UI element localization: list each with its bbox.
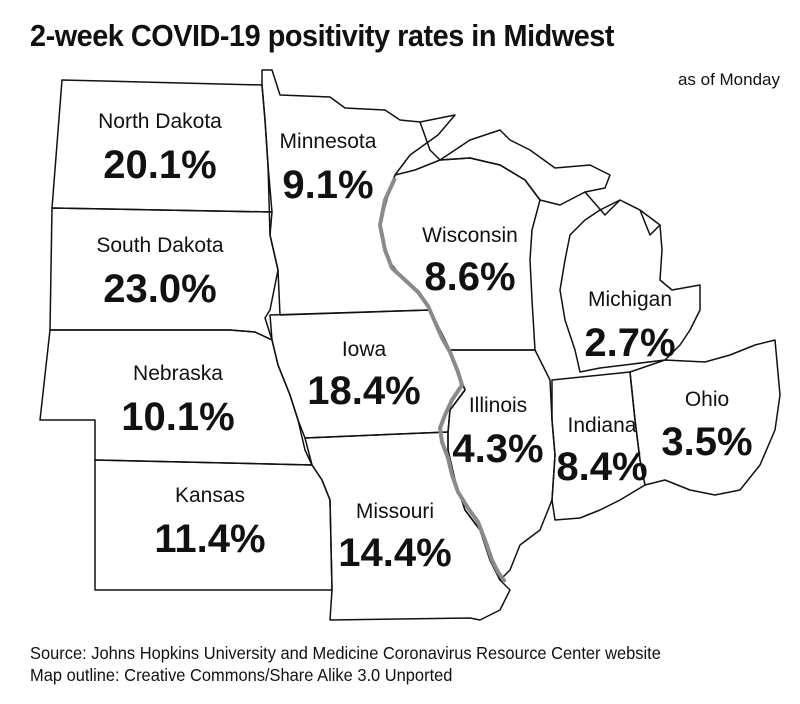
state-name: Wisconsin	[422, 224, 518, 247]
state-name: South Dakota	[96, 234, 224, 257]
state-label-michigan: Michigan 2.7%	[584, 288, 675, 365]
state-name: North Dakota	[98, 110, 222, 133]
state-label-minnesota: Minnesota 9.1%	[280, 130, 377, 207]
state-name: Missouri	[356, 500, 434, 523]
state-name: Michigan	[588, 288, 672, 311]
map-title: 2-week COVID-19 positivity rates in Midw…	[30, 18, 615, 53]
state-rate: 18.4%	[307, 369, 420, 413]
state-label-illinois: Illinois 4.3%	[452, 394, 543, 471]
state-label-kansas: Kansas 11.4%	[154, 484, 265, 561]
state-rate: 11.4%	[154, 517, 265, 561]
state-label-ohio: Ohio 3.5%	[661, 388, 752, 464]
state-rate: 8.4%	[556, 445, 647, 489]
state-rate: 23.0%	[103, 267, 216, 311]
source-note: Source: Johns Hopkins University and Med…	[30, 642, 661, 686]
state-name: Kansas	[175, 484, 245, 507]
state-label-wisconsin: Wisconsin 8.6%	[422, 224, 518, 299]
state-shape-lake-detail	[419, 121, 661, 236]
state-label-north-dakota: North Dakota 20.1%	[98, 110, 222, 187]
state-rate: 9.1%	[282, 163, 373, 207]
state-rate: 2.7%	[584, 321, 675, 365]
state-name: Indiana	[568, 414, 637, 437]
state-name: Nebraska	[133, 362, 223, 385]
source-line: Source: Johns Hopkins University and Med…	[30, 643, 661, 663]
map-credit-line: Map outline: Creative Commons/Share Alik…	[30, 665, 453, 685]
state-label-nebraska: Nebraska 10.1%	[121, 362, 234, 439]
state-rate: 20.1%	[103, 143, 216, 187]
state-shape-wisconsin	[379, 157, 541, 351]
state-label-indiana: Indiana 8.4%	[556, 414, 647, 489]
state-rate: 4.3%	[452, 427, 543, 471]
state-rate: 10.1%	[121, 395, 234, 439]
state-name: Illinois	[469, 394, 527, 417]
state-name: Ohio	[685, 388, 729, 411]
state-label-iowa: Iowa 18.4%	[307, 338, 420, 413]
state-label-south-dakota: South Dakota 23.0%	[96, 234, 224, 311]
mississippi-river	[378, 177, 507, 584]
state-shape-michigan-upper	[439, 129, 611, 206]
state-rate: 8.6%	[424, 255, 515, 299]
state-name: Minnesota	[280, 130, 377, 153]
state-rate: 14.4%	[338, 531, 451, 575]
state-name: Iowa	[342, 338, 387, 361]
state-shape-michigan-lower	[559, 199, 701, 373]
as-of-label: as of Monday	[677, 70, 780, 89]
state-rate: 3.5%	[661, 420, 752, 464]
state-label-missouri: Missouri 14.4%	[338, 500, 451, 575]
state-shape-ohio	[629, 339, 781, 496]
